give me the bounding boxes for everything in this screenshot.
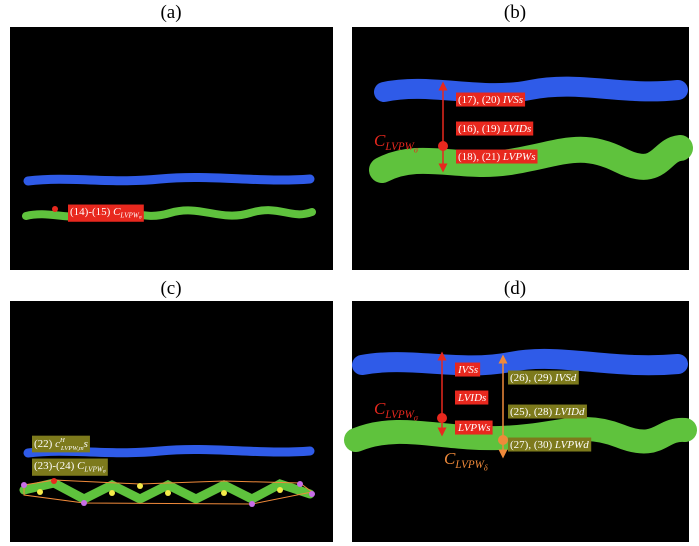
annotation-text: LVPWs [457,422,491,434]
annotation: (18), (21) LVPWs [456,150,538,164]
panel-a [10,27,333,270]
annotation-term: LVPWs [502,151,536,163]
annotation-term: LVPWd [554,439,589,451]
annotation-text: (25), (28) LVIDd [510,406,585,418]
annotation: (25), (28) LVIDd [508,405,587,419]
annotation-text: (27), (30) LVPWd [510,439,589,451]
annotation-prefix: (17), (20) [458,94,503,106]
annotation-sub: LVPW [454,459,485,471]
annotation-text: LVIDs [457,392,486,404]
annotation-prefix: (14)-(15) [70,206,113,218]
annotation-sub: LVPW [119,211,139,219]
panel-label: (a) [160,2,181,23]
annotation: (26), (29) IVSd [508,371,579,385]
annotation-prefix: (25), (28) [510,406,555,418]
annotation-symbol: C [444,449,456,468]
annotation: (23)-(24) CLVPWσ [32,459,108,476]
annotation-text: IVSs [457,364,478,376]
figure: (a)(14)-(15) CLVPWσ(b)(17), (20) IVSs(16… [0,0,699,546]
annotation-term: IVSd [554,372,577,384]
annotation-suffix: s [84,438,88,450]
annotation-prefix: (18), (21) [458,151,503,163]
panel-label: (d) [504,278,526,299]
annotation-text: (17), (20) IVSs [458,94,523,106]
annotation-term: LVPWs [457,422,491,434]
annotation-prefix: (26), (29) [510,372,555,384]
annotation-prefix: (27), (30) [510,439,555,451]
annotation-text: (18), (21) LVPWs [458,151,536,163]
annotation-subsub: σ [139,215,142,221]
annotation: LVPWs [455,421,493,435]
annotation-term: IVSs [457,364,478,376]
annotation-sub: LVPW [384,141,415,153]
annotation-term: LVIDs [457,392,486,404]
annotation-sub: LVPW,m [60,444,84,451]
annotation: LVIDs [455,391,488,405]
annotation-sub: LVPW [83,465,103,473]
annotation: (27), (30) LVPWd [508,438,591,452]
annotation-text: (26), (29) IVSd [510,372,577,384]
annotation: (16), (19) LVIDs [456,122,533,136]
annotation: IVSs [455,363,480,377]
annotation-text: (16), (19) LVIDs [458,123,531,135]
annotation-symbol: C [374,399,386,418]
annotation-term: IVSs [502,94,523,106]
annotation-prefix: (22) [34,438,55,450]
annotation-sub: LVPW [384,409,415,421]
annotation-term: LVIDd [554,406,585,418]
annotation-subsub: σ [103,469,106,475]
annotation: (14)-(15) CLVPWσ [68,205,144,222]
annotation: (17), (20) IVSs [456,93,525,107]
panel-c [10,301,333,542]
panel-label: (c) [160,278,181,299]
panel-label: (b) [504,2,526,23]
annotation-prefix: (23)-(24) [34,460,77,472]
annotation-prefix: (16), (19) [458,123,503,135]
annotation-symbol: C [374,131,386,150]
annotation-term: LVIDs [502,123,531,135]
